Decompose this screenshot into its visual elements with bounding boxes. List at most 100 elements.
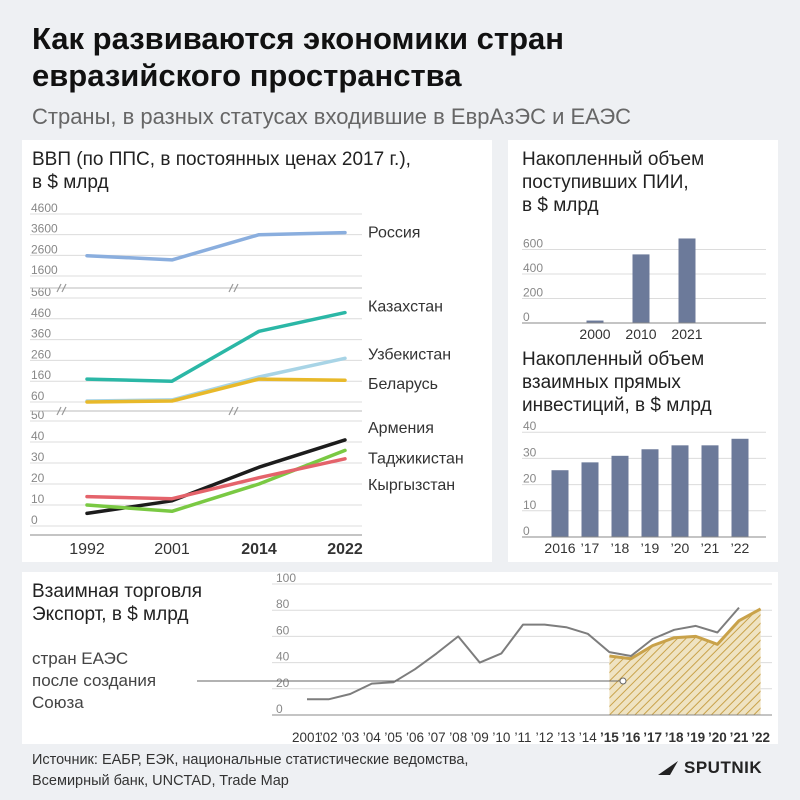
mutual-bar <box>611 455 629 537</box>
mutual-x-tick: ’20 <box>671 540 690 556</box>
mutual-x-tick: ’21 <box>701 540 720 556</box>
gdp-axis-break-mark <box>233 406 239 416</box>
gdp-country-label: Казахстан <box>368 299 443 316</box>
fdi-y-tick: 0 <box>523 310 530 324</box>
gdp-y-tick: 260 <box>31 347 51 361</box>
fdi-chart: 0 200 400 600 2000 2010 2021 <box>522 237 766 340</box>
trade-y-tick: 60 <box>276 623 290 637</box>
mutual-x-tick: ’18 <box>611 540 630 556</box>
gdp-country-label: Россия <box>368 225 420 242</box>
gdp-country-label: Кыргызстан <box>368 477 455 494</box>
trade-x-tick: ’05 <box>384 730 402 744</box>
fdi-title-line3: в $ млрд <box>522 195 599 216</box>
fdi-y-tick: 400 <box>523 261 543 275</box>
trade-title-line1: Взаимная торговля <box>32 581 202 602</box>
mutual-bar <box>701 445 719 537</box>
gdp-x-tick: 2001 <box>154 541 190 558</box>
gdp-y-tick: 60 <box>31 389 45 403</box>
gdp-y-tick: 10 <box>31 492 45 506</box>
gdp-y-tick: 20 <box>31 471 45 485</box>
trade-x-tick: ’13 <box>557 730 575 744</box>
gdp-axis-break-mark <box>56 283 62 293</box>
gdp-x-tick: 2022 <box>327 541 363 558</box>
trade-y-tick: 20 <box>276 676 290 690</box>
fdi-x-tick: 2021 <box>671 326 702 340</box>
gdp-country-label: Таджикистан <box>368 450 464 467</box>
mutual-title-line2: взаимных прямых <box>522 372 681 393</box>
fdi-bar <box>586 320 604 323</box>
fdi-x-tick: 2000 <box>579 326 610 340</box>
gdp-axis-break-mark <box>228 283 234 293</box>
mutual-x-tick: ’22 <box>731 540 750 556</box>
trade-x-tick: ’20 <box>708 730 727 744</box>
gdp-y-tick: 50 <box>31 408 45 422</box>
gdp-axis-break-mark <box>233 283 239 293</box>
annotation-line3: Союза <box>32 693 84 712</box>
mutual-y-tick: 40 <box>523 419 537 433</box>
fdi-bar <box>678 238 696 323</box>
page-subtitle: Страны, в разных статусах входившие в Ев… <box>32 104 632 129</box>
fdi-title-line2: поступивших ПИИ, <box>522 172 689 193</box>
sputnik-logo: SPUTNIK <box>656 758 762 778</box>
trade-eaeu-line <box>609 607 762 661</box>
mutual-x-tick: 2016 <box>544 540 575 556</box>
trade-x-tick: ’03 <box>341 730 359 744</box>
trade-panel: Взаимная торговля Экспорт, в $ млрд стра… <box>22 572 778 744</box>
trade-x-tick: ’11 <box>514 730 531 744</box>
mutual-investment-panel: Накопленный объем взаимных прямых инвест… <box>508 340 778 562</box>
mutual-bar <box>671 445 689 537</box>
mutual-investment-chart: 0 10 20 30 40 2016 ’17 ’18 ’19 ’20 ’21 ’22 <box>522 419 766 556</box>
title-text: Как развиваются экономики стран евразийс… <box>32 21 564 93</box>
gdp-panel: ВВП (по ППС, в постоянных ценах 2017 г.)… <box>22 140 492 562</box>
gdp-y-tick: 0 <box>31 513 38 527</box>
gdp-y-tick: 2600 <box>31 242 58 256</box>
trade-x-tick: ’08 <box>449 730 467 744</box>
sputnik-logo-icon <box>658 761 678 775</box>
mutual-x-tick: ’19 <box>641 540 660 556</box>
mutual-y-tick: 20 <box>523 472 537 486</box>
trade-y-tick: 0 <box>276 702 283 716</box>
trade-annotation: стран ЕАЭС после создания Союза <box>32 648 156 714</box>
fdi-panel-title: Накопленный объем поступивших ПИИ, в $ м… <box>522 148 704 217</box>
gdp-series-line-kyrgyzstan <box>85 457 347 501</box>
trade-x-tick: ’10 <box>492 730 510 744</box>
fdi-bar <box>632 254 650 323</box>
fdi-panel: Накопленный объем поступивших ПИИ, в $ м… <box>508 140 778 340</box>
trade-x-tick: ’07 <box>428 730 446 744</box>
mutual-title-line1: Накопленный объем <box>522 349 705 370</box>
mutual-y-tick: 0 <box>523 524 530 538</box>
gdp-axis-break-mark <box>61 406 67 416</box>
trade-x-tick: ’09 <box>471 730 489 744</box>
gdp-y-tick: 560 <box>31 285 51 299</box>
gdp-panel-title: ВВП (по ППС, в постоянных ценах 2017 г.)… <box>32 148 411 194</box>
gdp-y-tick: 360 <box>31 327 51 341</box>
gdp-axis-break-mark <box>228 406 234 416</box>
gdp-axis-break-mark <box>56 406 62 416</box>
trade-x-tick: ’02 <box>320 730 338 744</box>
gdp-x-tick: 2014 <box>241 541 277 558</box>
fdi-y-tick: 600 <box>523 237 543 251</box>
trade-x-tick: ’21 <box>730 730 749 744</box>
gdp-country-label: Узбекистан <box>368 346 451 363</box>
gdp-series-line-tajikistan <box>85 448 347 514</box>
gdp-y-tick: 460 <box>31 306 51 320</box>
gdp-y-tick: 40 <box>31 429 45 443</box>
gdp-x-tick: 1992 <box>69 541 105 558</box>
mutual-bar <box>551 470 569 537</box>
gdp-y-tick: 3600 <box>31 222 58 236</box>
gdp-country-label: Армения <box>368 420 434 437</box>
gdp-series-line-russia <box>85 230 347 262</box>
gdp-country-label: Беларусь <box>368 376 438 393</box>
gdp-title-line1: ВВП (по ППС, в постоянных ценах 2017 г.)… <box>32 149 411 170</box>
trade-x-tick: ’16 <box>622 730 641 744</box>
source-line1: Источник: ЕАБР, ЕЭК, национальные статис… <box>32 752 469 768</box>
trade-x-tick: ’18 <box>665 730 684 744</box>
mutual-y-tick: 30 <box>523 445 537 459</box>
gdp-chart: 4600 3600 2600 1600 560 460 360 260 160 60 50 40 30 2… <box>30 201 464 558</box>
gdp-y-tick: 1600 <box>31 263 58 277</box>
gdp-series-line-armenia <box>85 438 347 516</box>
trade-x-tick: ’19 <box>686 730 705 744</box>
gdp-y-tick: 4600 <box>31 201 58 215</box>
mutual-panel-title: Накопленный объем взаимных прямых инвест… <box>522 348 712 417</box>
trade-x-tick: ’15 <box>600 730 619 744</box>
